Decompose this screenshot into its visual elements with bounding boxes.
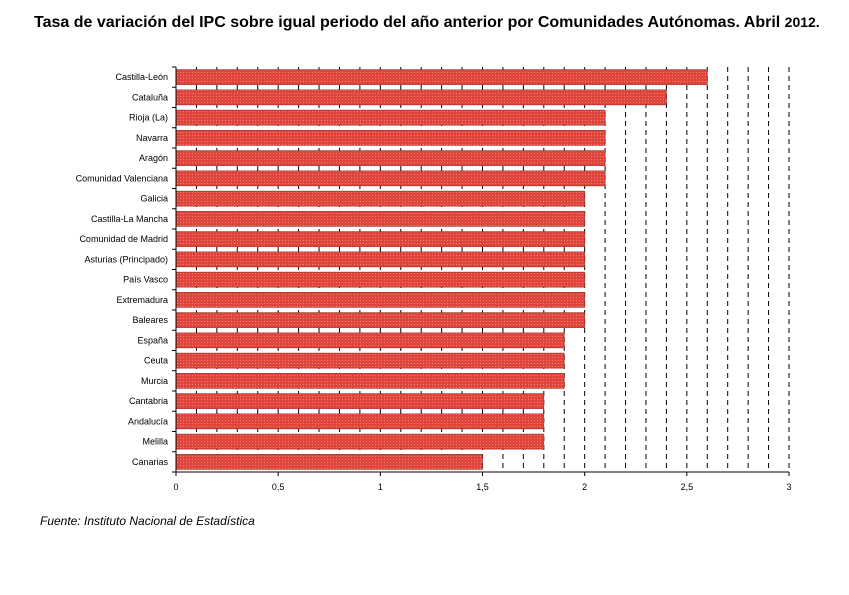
- category-label-4: Aragón: [139, 153, 168, 163]
- x-tick-label-1: 0,5: [272, 482, 285, 492]
- bar-13: [175, 332, 565, 349]
- bar-5: [175, 170, 606, 187]
- bar-7: [175, 211, 585, 227]
- x-tick-label-3: 1,5: [476, 482, 489, 492]
- x-tick-label-2: 1: [378, 482, 383, 492]
- category-label-0: Castilla-León: [115, 72, 168, 82]
- bar-15: [175, 373, 565, 389]
- bar-12: [175, 312, 585, 328]
- category-label-1: Cataluña: [132, 92, 168, 102]
- category-label-15: Murcia: [141, 376, 168, 386]
- category-label-5: Comunidad Valenciana: [76, 173, 168, 183]
- axes: Castilla-León Cataluña Rioja (La) Navarra Ar…: [76, 66, 792, 492]
- bar-6: [175, 190, 585, 207]
- category-label-17: Andalucía: [128, 416, 168, 426]
- bar-18: [175, 433, 545, 450]
- bar-19: [175, 454, 483, 470]
- category-label-6: Galicia: [140, 194, 168, 204]
- bar-17: [175, 413, 545, 430]
- category-label-18: Melilla: [142, 437, 168, 447]
- chart-title-year: 2012.: [784, 14, 820, 30]
- x-tick-label-0: 0: [173, 482, 178, 492]
- category-label-2: Rioja (La): [129, 113, 168, 123]
- bar-0: [175, 69, 708, 85]
- category-label-3: Navarra: [136, 133, 168, 143]
- category-label-7: Castilla-La Mancha: [91, 214, 168, 224]
- bars: [175, 69, 708, 470]
- bar-1: [175, 89, 667, 106]
- bar-10: [175, 271, 585, 288]
- bar-4: [175, 150, 606, 166]
- x-tick-label-6: 3: [786, 482, 791, 492]
- bar-9: [175, 251, 585, 268]
- bar-3: [175, 130, 606, 146]
- category-label-16: Cantabria: [129, 396, 168, 406]
- category-label-13: España: [137, 335, 168, 345]
- bar-2: [175, 109, 606, 126]
- category-label-10: País Vasco: [123, 275, 168, 285]
- bar-14: [175, 352, 565, 369]
- source-note: Fuente: Instituto Nacional de Estadístic…: [40, 514, 255, 528]
- category-label-19: Canarias: [132, 457, 169, 467]
- category-label-11: Extremadura: [116, 295, 168, 305]
- x-tick-label-5: 2,5: [681, 482, 694, 492]
- grid-lines: [195, 67, 790, 472]
- category-label-8: Comunidad de Madrid: [79, 234, 168, 244]
- chart-title: Tasa de variación del IPC sobre igual pe…: [34, 10, 824, 35]
- bar-8: [175, 231, 585, 247]
- chart-title-text: Tasa de variación del IPC sobre igual pe…: [34, 14, 781, 31]
- bar-16: [175, 393, 545, 409]
- x-tick-label-4: 2: [582, 482, 587, 492]
- category-label-12: Baleares: [132, 315, 168, 325]
- bar-11: [175, 292, 585, 308]
- category-label-9: Asturias (Principado): [84, 254, 168, 264]
- category-label-14: Ceuta: [144, 356, 168, 366]
